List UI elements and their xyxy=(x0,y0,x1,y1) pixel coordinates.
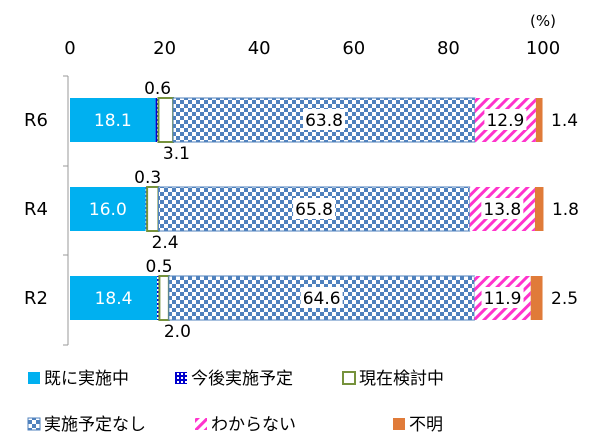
category-label: R4 xyxy=(24,199,48,220)
data-label: 18.1 xyxy=(94,111,132,131)
legend-swatch xyxy=(195,418,207,430)
category-label: R2 xyxy=(24,288,48,309)
category-label: R6 xyxy=(24,110,48,131)
legend-label: わからない xyxy=(211,415,296,435)
data-label: 64.6 xyxy=(303,289,341,309)
data-label: 11.9 xyxy=(484,289,522,309)
bar-segment xyxy=(157,276,160,320)
data-label: 2.5 xyxy=(551,289,578,309)
data-label-background xyxy=(481,198,524,219)
data-label: 2.4 xyxy=(152,233,179,253)
legend-swatch xyxy=(28,372,40,384)
legend-item: 既に実施中 xyxy=(28,369,129,389)
bar-segment xyxy=(70,98,156,142)
data-label: 2.0 xyxy=(164,322,191,342)
legend-label: 今後実施予定 xyxy=(191,369,293,389)
data-label: 12.9 xyxy=(486,111,524,131)
bar-segment xyxy=(146,186,160,232)
legend-label: 不明 xyxy=(409,415,443,435)
legend-swatch xyxy=(175,372,187,384)
data-label-background xyxy=(303,109,346,130)
x-tick-label: 100 xyxy=(526,38,560,59)
data-label-background xyxy=(293,198,336,219)
legend-item: 今後実施予定 xyxy=(175,369,293,389)
bar-segment xyxy=(157,97,175,143)
bar-segment xyxy=(155,98,159,142)
legend-swatch xyxy=(342,371,356,385)
data-label: 16.0 xyxy=(89,200,127,220)
data-label: 13.8 xyxy=(483,200,521,220)
bar-segment xyxy=(534,187,544,231)
data-label: 0.5 xyxy=(146,257,173,277)
legend-swatch xyxy=(393,418,405,430)
x-tick-label: 80 xyxy=(437,38,460,59)
bar-segment xyxy=(158,275,170,321)
data-label: 0.3 xyxy=(134,168,161,188)
data-label: 3.1 xyxy=(163,144,190,164)
data-label: 65.8 xyxy=(295,200,333,220)
legend-label: 既に実施中 xyxy=(44,369,129,389)
bar-segment xyxy=(70,187,146,231)
legend-item: 不明 xyxy=(393,415,443,435)
data-label: 63.8 xyxy=(305,111,343,131)
x-tick-label: 0 xyxy=(64,38,75,59)
x-tick-label: 40 xyxy=(248,38,271,59)
legend-item: わからない xyxy=(195,415,296,435)
legend-item: 現在検討中 xyxy=(342,369,444,389)
data-label-background xyxy=(300,287,343,308)
axis-layer: 0 20 40 60 80 100 (%) R6 R4 R2 xyxy=(24,12,560,346)
data-label: 1.8 xyxy=(552,200,579,220)
legend-item: 実施予定なし xyxy=(27,415,146,435)
bar-segment xyxy=(530,276,543,320)
data-label: 18.4 xyxy=(95,289,133,309)
bar-segment xyxy=(70,276,158,320)
data-label-background xyxy=(484,109,527,130)
legend-label: 実施予定なし xyxy=(44,415,146,435)
data-label: 1.4 xyxy=(551,111,578,131)
data-label-background xyxy=(481,287,524,308)
legend-label: 現在検討中 xyxy=(359,369,444,389)
value-labels-layer: 18.1 0.6 3.1 63.8 12.9 1.4 16.0 0.3 2.4 65.8 13.8 1… xyxy=(89,79,579,342)
x-tick-label: 20 xyxy=(153,38,176,59)
data-label: 0.6 xyxy=(144,79,171,99)
legend-swatch xyxy=(27,417,41,431)
x-tick-label: 60 xyxy=(342,38,365,59)
unit-label: (%) xyxy=(530,12,556,30)
bar-segment xyxy=(535,98,543,142)
